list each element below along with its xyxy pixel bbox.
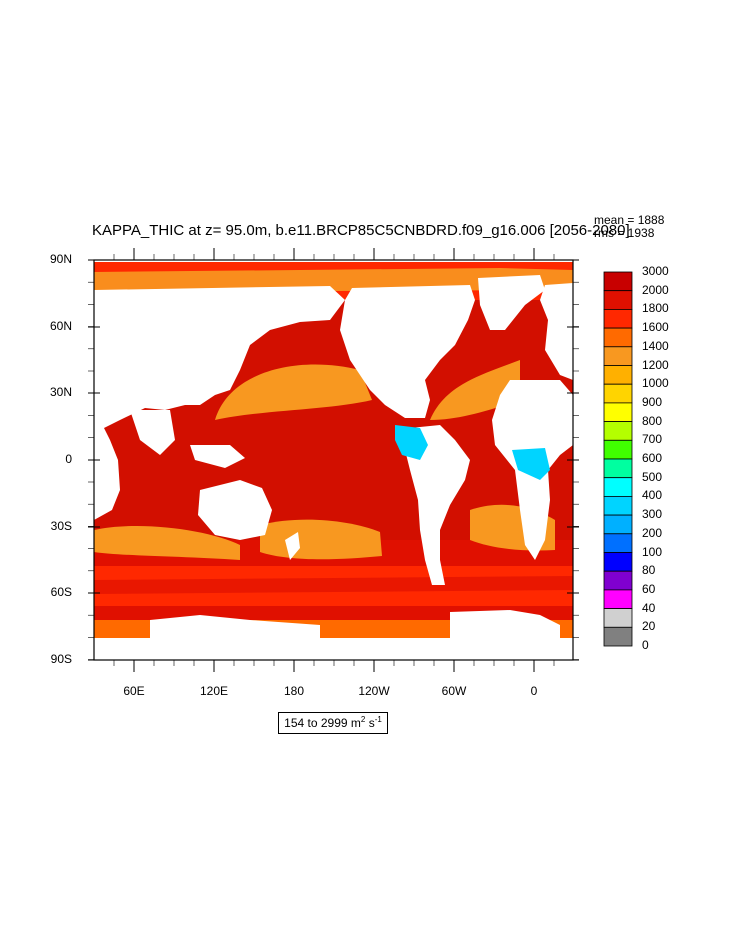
antarctica bbox=[94, 638, 573, 660]
y-tick-label: 60S bbox=[50, 585, 72, 599]
y-tick-label: 60N bbox=[49, 319, 72, 333]
australia bbox=[198, 480, 272, 540]
colorbar-label: 100 bbox=[642, 544, 663, 559]
colorbar-swatch bbox=[603, 570, 633, 591]
y-tick-label: 30N bbox=[49, 385, 72, 399]
colorbar-label: 900 bbox=[642, 394, 663, 409]
colorbar-swatch bbox=[603, 327, 633, 348]
colorbar-swatch bbox=[603, 421, 633, 441]
x-tick-label: 180 bbox=[283, 684, 305, 698]
colorbar-label: 80 bbox=[642, 563, 656, 578]
colorbar-swatch bbox=[603, 383, 633, 404]
colorbar-swatch bbox=[603, 626, 633, 647]
colorbar-label: 1400 bbox=[642, 338, 669, 353]
x-tick-label: 60E bbox=[123, 684, 145, 698]
colorbar-label: 60 bbox=[642, 581, 656, 596]
plot-title: KAPPA_THIC at z= 95.0m, b.e11.BRCP85C5CN… bbox=[92, 222, 630, 239]
x-tick-label: 0 bbox=[530, 684, 538, 698]
colorbar-label: 600 bbox=[642, 451, 663, 465]
colorbar-swatch bbox=[603, 290, 633, 310]
colorbar-label: 300 bbox=[642, 507, 663, 522]
x-tick-label: 120E bbox=[199, 684, 229, 698]
colorbar-label: 500 bbox=[642, 469, 663, 484]
colorbar-label: 0 bbox=[642, 638, 649, 652]
y-tick-label: 90S bbox=[50, 652, 72, 666]
colorbar-swatch bbox=[603, 308, 633, 329]
y-tick-label: 30S bbox=[50, 519, 72, 533]
rms-stat: rms = 1938 bbox=[594, 226, 655, 240]
colorbar-swatch bbox=[603, 608, 633, 628]
colorbar-label: 700 bbox=[642, 432, 663, 447]
colorbar-swatch bbox=[603, 365, 633, 385]
colorbar-swatch bbox=[603, 271, 633, 292]
north-america bbox=[340, 285, 475, 418]
south-america bbox=[405, 425, 470, 585]
colorbar-swatch bbox=[603, 458, 633, 479]
colorbar-swatch bbox=[603, 589, 633, 610]
colorbar-label: 1200 bbox=[642, 357, 669, 372]
colorbar-swatch bbox=[603, 514, 633, 535]
colorbar-label: 800 bbox=[642, 413, 663, 428]
range-label: 154 to 2999 m2 s-1 bbox=[278, 712, 388, 734]
colorbar bbox=[603, 271, 633, 647]
mean-stat: mean = 1888 bbox=[594, 213, 665, 227]
colorbar-swatch bbox=[603, 533, 633, 553]
colorbar-label: 1600 bbox=[642, 320, 669, 335]
colorbar-swatch bbox=[603, 495, 633, 516]
map-area bbox=[94, 260, 573, 660]
colorbar-label: 1000 bbox=[642, 376, 669, 391]
colorbar-swatch bbox=[603, 477, 633, 497]
colorbar-label: 40 bbox=[642, 600, 656, 615]
colorbar-label: 200 bbox=[642, 525, 663, 540]
colorbar-label: 20 bbox=[642, 619, 656, 634]
colorbar-swatch bbox=[603, 552, 633, 572]
colorbar-swatch bbox=[603, 346, 633, 366]
eurasia bbox=[94, 286, 345, 430]
colorbar-label: 1800 bbox=[642, 301, 669, 316]
x-tick-label: 120W bbox=[358, 684, 390, 698]
colorbar-swatch bbox=[603, 402, 633, 422]
y-tick-label: 0 bbox=[65, 452, 72, 466]
axes-frame bbox=[88, 248, 579, 672]
colorbar-label: 3000 bbox=[642, 264, 669, 278]
colorbar-label: 400 bbox=[642, 488, 663, 503]
y-tick-label: 90N bbox=[49, 252, 72, 266]
colorbar-label: 2000 bbox=[642, 282, 669, 297]
colorbar-swatch bbox=[603, 439, 633, 460]
x-tick-label: 60W bbox=[441, 684, 467, 698]
